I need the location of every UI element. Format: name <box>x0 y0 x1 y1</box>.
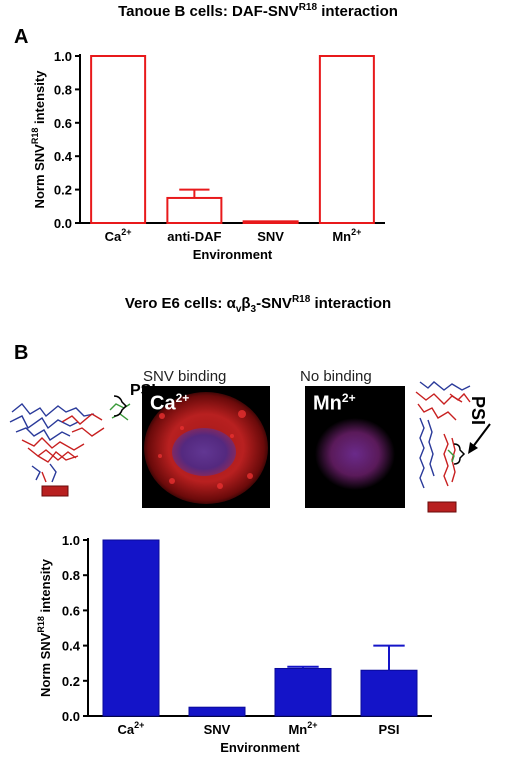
bar <box>274 667 332 717</box>
panel-a-title: Tanoue B cells: DAF-SNVR18 interaction <box>118 2 398 20</box>
y-tick-label: 0.8 <box>54 82 72 97</box>
mn-cell-image: Mn2+ <box>305 386 405 508</box>
bar <box>318 55 375 224</box>
psi-label-right: PSI <box>468 396 488 426</box>
x-tick-label: Ca2+ <box>105 227 132 244</box>
integrin-structure-right-image <box>415 381 471 513</box>
bar <box>166 196 223 224</box>
chart-b: 0.0 0.2 0.4 0.6 0.8 1.0 Ca2+ SNV Mn2+ PSI Environm… <box>36 533 432 755</box>
x-tick-label: Mn2+ <box>332 227 361 244</box>
ca-cell-image: Ca2+ <box>142 386 270 508</box>
bar <box>242 220 299 225</box>
bar <box>188 706 246 717</box>
bar <box>90 55 147 224</box>
x-tick-label: SNV <box>204 722 231 737</box>
y-tick-label: 0.0 <box>54 216 72 231</box>
bar <box>360 669 418 717</box>
bar <box>102 539 160 717</box>
psi-arrow-icon <box>468 423 491 454</box>
integrin-structure-left-image <box>9 395 131 497</box>
snv-binding-caption: SNV binding <box>143 368 227 385</box>
y-axis-title: Norm SNVR18 intensity <box>36 558 53 697</box>
y-tick-label: 0.2 <box>54 183 72 198</box>
panel-b-label: B <box>14 342 29 364</box>
y-tick-label: 0.4 <box>54 149 73 164</box>
y-tick-label: 0.8 <box>62 568 80 583</box>
x-tick-label: anti-DAF <box>167 229 221 244</box>
x-axis-title: Environment <box>193 247 273 262</box>
y-tick-label: 0.0 <box>62 709 80 724</box>
y-axis-title: Norm SNVR18 intensity <box>30 70 47 209</box>
y-tick-label: 0.6 <box>54 116 72 131</box>
y-tick-label: 1.0 <box>54 49 72 64</box>
ca-ion-label: Ca2+ <box>150 391 190 415</box>
y-tick-label: 0.2 <box>62 674 80 689</box>
x-tick-label: PSI <box>379 722 400 737</box>
mn-ion-label: Mn2+ <box>313 391 356 415</box>
y-tick-label: 0.6 <box>62 603 80 618</box>
x-axis-title: Environment <box>220 740 300 755</box>
chart-a: 0.0 0.2 0.4 0.6 0.8 1.0 Ca2+ anti-DAF SNV Mn2+ Env… <box>30 49 385 262</box>
x-tick-label: SNV <box>257 229 284 244</box>
y-tick-label: 1.0 <box>62 533 80 548</box>
x-tick-label: Ca2+ <box>118 720 145 737</box>
panel-b-title: Vero E6 cells: αvβ3-SNVR18 interaction <box>124 294 392 315</box>
y-tick-label: 0.4 <box>62 639 81 654</box>
no-binding-caption: No binding <box>300 368 372 385</box>
x-tick-label: Mn2+ <box>288 720 317 737</box>
panel-a-label: A <box>14 26 29 48</box>
